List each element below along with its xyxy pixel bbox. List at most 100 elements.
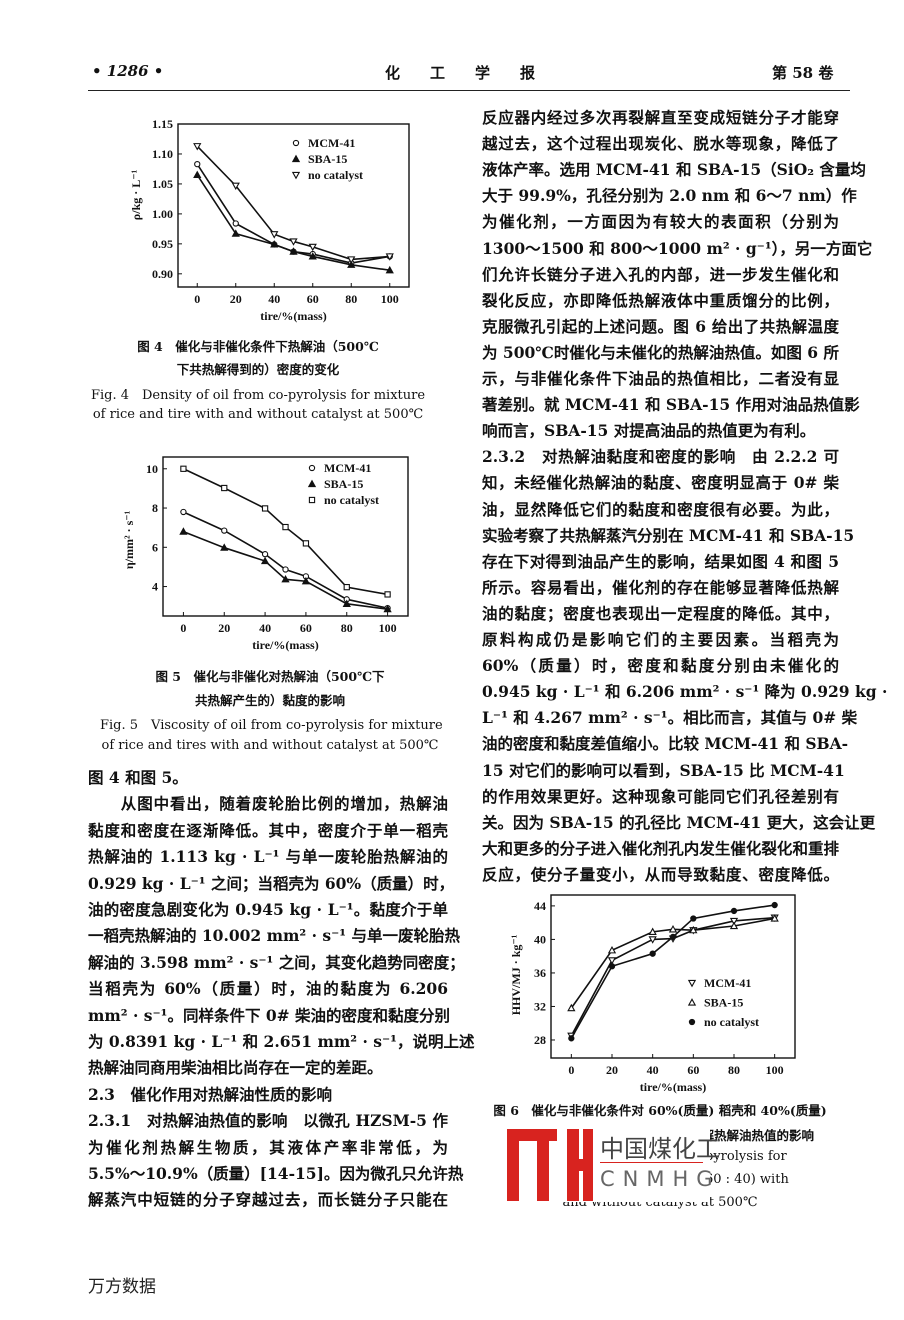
- x-tick-label: 80: [341, 621, 353, 635]
- y-tick-label: 28: [534, 1033, 546, 1047]
- fig6-caption-cn-1: 图 6 催化与非催化条件对 60%(质量) 稻壳和 40%(质量): [493, 1103, 827, 1118]
- x-tick-label: 20: [218, 621, 230, 635]
- y-tick-label: 1.15: [152, 117, 173, 131]
- fig5-caption-en-1: Fig. 5 Viscosity of oil from co-pyrolysi…: [100, 718, 443, 733]
- data-point: [343, 583, 350, 591]
- x-tick-label: 100: [766, 1063, 784, 1077]
- y-axis-label: HHV/MJ · kg⁻¹: [509, 934, 523, 1015]
- data-point: [261, 551, 269, 558]
- data-point: [193, 143, 202, 151]
- text-line: 黏度和密度在逐渐降低。其中，密度介于单一稻壳: [88, 820, 448, 840]
- data-point: [689, 925, 698, 934]
- data-point: [282, 523, 289, 531]
- data-point: [342, 599, 351, 607]
- data-point: [649, 950, 656, 957]
- text-line: 0.929 kg · L⁻¹ 之间；当稻壳为 60%（质量）时，: [88, 873, 455, 893]
- legend-label: MCM-41: [704, 976, 751, 990]
- legend-label: SBA-15: [704, 996, 743, 1010]
- data-point: [180, 465, 187, 472]
- fig4-caption-cn-1: 图 4 催化与非催化条件下热解油（500℃: [137, 339, 379, 354]
- x-tick-label: 20: [230, 292, 242, 306]
- data-point: [261, 505, 269, 512]
- data-point: [308, 243, 317, 252]
- legend-marker: [291, 171, 301, 180]
- y-tick-label: 1.05: [152, 177, 173, 191]
- text-line: 解油的 3.598 mm² · s⁻¹ 之间，其变化趋势同密度；: [88, 952, 465, 972]
- text-line: 0.945 kg · L⁻¹ 和 6.206 mm² · s⁻¹ 降为 0.92…: [482, 682, 888, 702]
- y-tick-label: 6: [152, 540, 158, 554]
- x-tick-label: 0: [194, 292, 200, 306]
- data-point: [194, 161, 201, 168]
- legend-label: SBA-15: [308, 152, 347, 166]
- text-line: 所示。容易看出，催化剂的存在能够显著降低热解: [482, 577, 839, 597]
- data-point: [385, 253, 394, 261]
- data-point: [282, 566, 289, 573]
- legend-marker: [687, 998, 697, 1006]
- data-point: [648, 936, 657, 944]
- legend-marker: [308, 496, 316, 504]
- data-point: [301, 576, 311, 585]
- data-point: [270, 240, 279, 248]
- data-point: [648, 927, 657, 935]
- data-point: [308, 252, 317, 260]
- text-line: 2.3.1 对热解油热值的影响 以微孔 HZSM-5 作: [88, 1111, 448, 1131]
- legend-label: MCM-41: [308, 136, 355, 150]
- data-point: [770, 914, 779, 922]
- fig5-caption-en-2: of rice and tires with and without catal…: [101, 738, 439, 753]
- text-line: 一稻壳热解油的 10.002 mm² · s⁻¹ 与单一废轮胎热: [88, 926, 460, 946]
- text-line: 响而言，SBA-15 对提高油品的热值更为有利。: [482, 421, 816, 441]
- x-tick-label: 60: [687, 1063, 699, 1077]
- data-point: [668, 925, 678, 933]
- text-line: 15 对它们的影响可以看到，SBA-15 比 MCM-41: [482, 760, 845, 780]
- legend-label: SBA-15: [324, 477, 363, 491]
- data-point: [270, 231, 279, 239]
- data-point: [384, 591, 391, 598]
- y-tick-label: 40: [534, 932, 546, 946]
- watermark-text-cn: 中国煤化工: [600, 1135, 720, 1163]
- fig5-caption-cn-2: 共热解产生的）黏度的影响: [194, 693, 345, 708]
- y-tick-label: 0.90: [152, 267, 173, 281]
- text-line: L⁻¹ 和 4.267 mm² · s⁻¹。相比而言，其值与 0# 柴: [482, 708, 858, 728]
- series-line-sba-15: [196, 174, 390, 272]
- header-rule: [88, 90, 850, 91]
- data-point: [347, 260, 356, 268]
- data-point: [232, 220, 239, 227]
- text-line: 为 500℃时催化与未催化的热解油热值。如图 6 所: [482, 342, 839, 362]
- text-line: 从图中看出，随着废轮胎比例的增加，热解油: [88, 794, 448, 814]
- legend-marker: [688, 1018, 696, 1026]
- legend-label: no catalyst: [704, 1015, 759, 1029]
- watermark-text-en: CNMHG: [600, 1167, 721, 1191]
- y-tick-label: 36: [534, 966, 546, 980]
- data-point: [730, 907, 738, 915]
- text-line: 5.5%～10.9%（质量）[14-15]。因为微孔只允许热: [88, 1164, 464, 1183]
- y-tick-label: 4: [152, 580, 158, 594]
- data-point: [771, 901, 778, 909]
- plot-frame: [550, 894, 796, 1059]
- text-line: 为催化剂，一方面因为有较大的表面积（分别为: [482, 212, 839, 232]
- text-line: 油，显然降低它们的黏度和密度很有必要。为此，: [482, 499, 839, 519]
- text-line: 裂化反应，亦即降低热解液体中重质馏分的比例，: [482, 290, 839, 310]
- data-point: [179, 527, 188, 535]
- text-line: 油的密度和黏度差值缩小。比较 MCM-41 和 SBA-: [482, 734, 849, 754]
- text-line: 的作用效果更好。这种现象可能同它们孔径差别有: [482, 786, 839, 806]
- y-tick-label: 0.95: [152, 237, 173, 251]
- x-axis-label: tire/%(mass): [640, 1080, 706, 1094]
- data-point: [289, 247, 298, 255]
- text-line: 为催化剂热解生物质，其液体产率非常低，为: [88, 1137, 448, 1157]
- text-line: 解蒸汽中短链的分子穿越过去，而长链分子只能在: [88, 1190, 448, 1210]
- data-point: [669, 933, 677, 941]
- legend-label: no catalyst: [324, 493, 379, 507]
- legend-marker: [308, 464, 316, 472]
- x-tick-label: 60: [307, 292, 319, 306]
- data-point: [193, 170, 202, 179]
- y-tick-label: 10: [146, 462, 158, 476]
- data-point: [729, 921, 739, 930]
- text-line: 热解油的 1.113 kg · L⁻¹ 与单一废轮胎热解油的: [88, 847, 448, 867]
- x-tick-label: 80: [345, 292, 357, 306]
- data-point: [221, 527, 228, 534]
- legend-label: MCM-41: [324, 461, 371, 475]
- fig4-caption-cn-2: 下共热解得到的）密度的变化: [176, 362, 340, 377]
- plot-frame: [162, 456, 409, 617]
- data-point: [607, 957, 617, 965]
- x-tick-label: 0: [568, 1063, 574, 1077]
